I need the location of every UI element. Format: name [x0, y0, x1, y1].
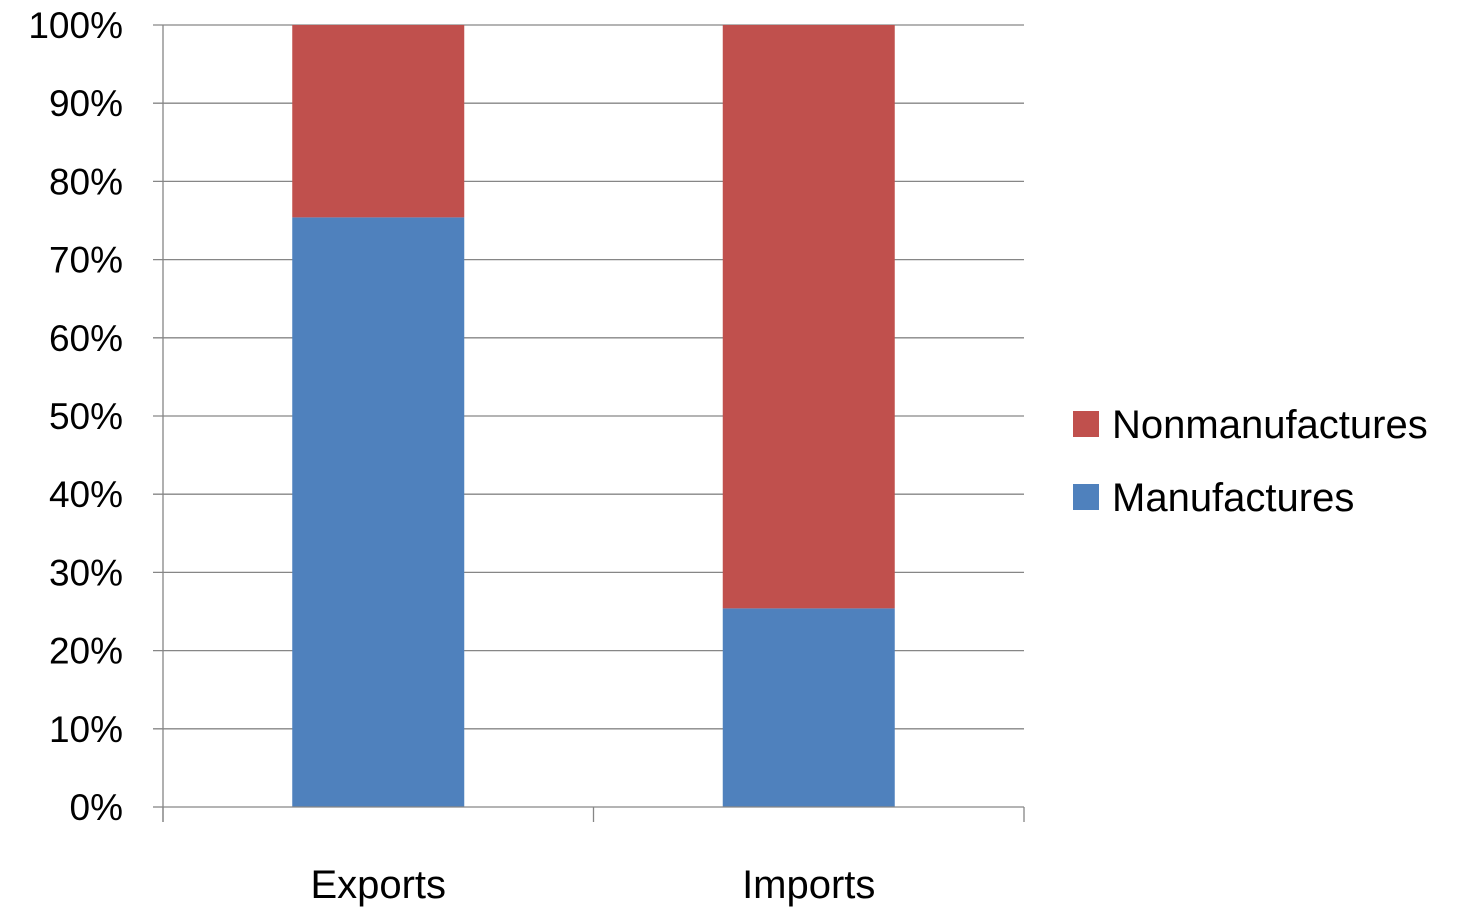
category-labels: Exports Imports — [310, 863, 875, 907]
bar-segment-manufactures-exports — [292, 217, 465, 807]
legend-swatch-nonmanufactures — [1073, 411, 1099, 437]
category-label-exports: Exports — [310, 863, 446, 907]
y-tick-label: 20% — [49, 631, 123, 672]
y-tick-label: 90% — [49, 83, 123, 124]
bar-segment-manufactures-imports — [722, 608, 895, 807]
y-tick-label: 30% — [49, 552, 123, 593]
bar-segment-nonmanufactures-exports — [292, 25, 465, 218]
bar-segment-nonmanufactures-imports — [722, 25, 895, 609]
y-tick-label: 100% — [28, 5, 123, 46]
y-tick-label: 10% — [49, 709, 123, 750]
y-tick-label: 40% — [49, 474, 123, 515]
y-tick-labels: 0% 10% 20% 30% 40% 50% 60% 70% 80% 90% 100% — [28, 5, 123, 828]
y-tick-label: 50% — [49, 396, 123, 437]
y-tick-label: 0% — [70, 787, 123, 828]
legend-label-nonmanufactures: Nonmanufactures — [1112, 403, 1428, 447]
y-tick-label: 60% — [49, 318, 123, 359]
bars — [292, 25, 895, 807]
legend-label-manufactures: Manufactures — [1112, 476, 1354, 520]
legend-swatch-manufactures — [1073, 484, 1099, 510]
axes — [153, 25, 1025, 822]
y-tick-label: 80% — [49, 161, 123, 202]
y-tick-label: 70% — [49, 240, 123, 281]
category-label-imports: Imports — [742, 863, 875, 907]
legend: Nonmanufactures Manufactures — [1073, 403, 1428, 520]
